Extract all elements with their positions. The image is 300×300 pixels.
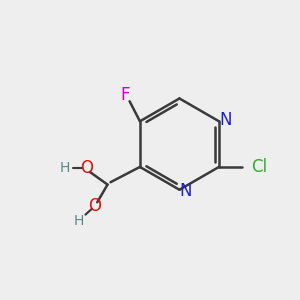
Text: F: F — [120, 86, 130, 104]
Text: O: O — [88, 197, 101, 215]
Text: O: O — [80, 159, 93, 177]
Text: Cl: Cl — [251, 158, 268, 176]
Text: H: H — [74, 214, 84, 227]
Text: H: H — [59, 161, 70, 176]
Text: N: N — [219, 111, 232, 129]
Text: N: N — [180, 182, 192, 200]
